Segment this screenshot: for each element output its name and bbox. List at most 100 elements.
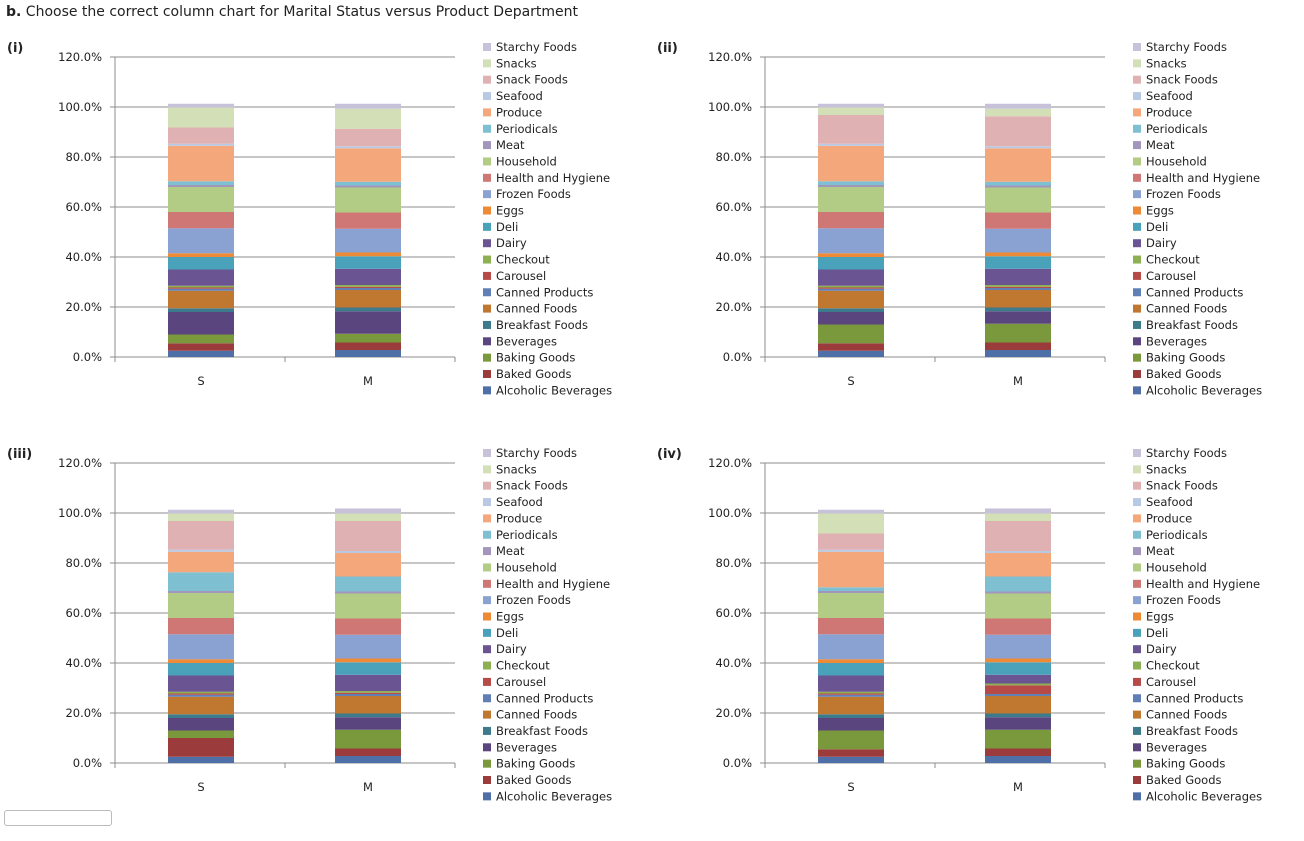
legend-swatch: [1133, 370, 1141, 378]
chart-option-iii[interactable]: (iii) 0.0% 20.0% 40.0% 60.0% 80.0% 100.0% 120.0…: [0, 436, 650, 841]
legend-label: Baking Goods: [496, 351, 575, 365]
bar-segment-beverages: [985, 717, 1051, 730]
y-tick-label: 20.0%: [715, 706, 752, 720]
legend-label: Checkout: [1146, 253, 1200, 267]
bar-segment-checkout: [335, 691, 401, 693]
bar-segment-canned-foods: [818, 696, 884, 715]
legend-swatch: [1133, 108, 1141, 117]
legend-label: Snack Foods: [496, 479, 568, 493]
bar-segment-periodicals: [335, 576, 401, 592]
legend-label: Produce: [1146, 511, 1192, 525]
legend-label: Eggs: [1146, 610, 1174, 624]
legend-swatch: [483, 353, 491, 362]
legend-swatch: [1133, 190, 1141, 199]
bar-segment-produce: [168, 145, 234, 182]
question-body: Choose the correct column chart for Mari…: [25, 4, 579, 20]
legend-label: Meat: [496, 138, 525, 152]
legend-swatch: [483, 173, 491, 182]
legend-label: Eggs: [1146, 204, 1174, 218]
y-tick-label: 100.0%: [58, 506, 102, 520]
legend-swatch: [483, 677, 491, 686]
chart-option-ii[interactable]: (ii) 0.0% 20.0% 40.0% 60.0% 80.0% 100.0% 120.0%…: [650, 30, 1300, 435]
legend-swatch: [483, 206, 491, 215]
chart-option-i[interactable]: (i) 0.0% 20.0% 40.0% 60.0% 80.0% 100.0% 120.0% S…: [0, 30, 650, 435]
legend-label: Health and Hygiene: [1146, 577, 1260, 591]
legend-label: Periodicals: [496, 528, 558, 542]
legend-swatch: [1133, 353, 1141, 362]
bar-segment-periodicals: [985, 576, 1051, 592]
bar-segment-snack-foods: [818, 533, 884, 550]
legend-label: Frozen Foods: [496, 593, 571, 607]
legend-swatch: [483, 108, 491, 117]
bar-segment-deli: [985, 256, 1051, 269]
y-tick-label: 100.0%: [58, 100, 102, 114]
legend-label: Breakfast Foods: [1146, 724, 1238, 738]
bar-segment-alcoholic-beverages: [335, 350, 401, 357]
chart-option-iv[interactable]: (iv) 0.0% 20.0% 40.0% 60.0% 80.0% 100.0% 120.0%…: [650, 436, 1300, 841]
legend-swatch: [483, 304, 491, 313]
legend-swatch: [1133, 514, 1141, 523]
chart-option-label: (iv): [657, 447, 682, 462]
y-tick-label: 100.0%: [708, 100, 752, 114]
legend-swatch: [483, 579, 491, 588]
bar-segment-carousel: [335, 286, 401, 288]
legend-label: Frozen Foods: [1146, 187, 1221, 201]
bar-segment-snacks: [818, 107, 884, 115]
legend-swatch: [1133, 563, 1141, 572]
legend-label: Starchy Foods: [496, 40, 577, 54]
legend-swatch: [483, 563, 491, 572]
bar-segment-breakfast-foods: [818, 308, 884, 312]
bar-segment-baking-goods: [818, 730, 884, 750]
legend-label: Frozen Foods: [496, 187, 571, 201]
legend-label: Health and Hygiene: [496, 577, 610, 591]
legend-swatch: [1133, 59, 1141, 68]
bar-segment-alcoholic-beverages: [335, 756, 401, 763]
bar-segment-eggs: [985, 252, 1051, 257]
bar-segment-breakfast-foods: [985, 713, 1051, 718]
bar-segment-health-and-hygiene: [985, 212, 1051, 229]
bar-segment-meat: [168, 591, 234, 593]
bar-segment-checkout: [985, 683, 1051, 686]
legend-label: Produce: [496, 511, 542, 525]
chart-svg: (ii) 0.0% 20.0% 40.0% 60.0% 80.0% 100.0% 120.0%…: [657, 40, 1262, 397]
bar-segment-starchy-foods: [818, 103, 884, 108]
answer-dropdown[interactable]: [4, 810, 112, 826]
legend-label: Beverages: [496, 334, 557, 348]
legend-swatch: [1133, 304, 1141, 313]
bar-segment-periodicals: [985, 181, 1051, 186]
x-category-label: M: [1013, 780, 1023, 794]
legend-swatch: [483, 596, 491, 605]
bar-segment-canned-products: [168, 694, 234, 697]
legend-swatch: [483, 694, 491, 703]
legend-swatch: [483, 370, 491, 378]
bar-segment-health-and-hygiene: [335, 212, 401, 229]
legend-swatch: [483, 449, 491, 457]
legend-label: Carousel: [496, 675, 546, 689]
legend-swatch: [1133, 612, 1141, 621]
bar-segment-household: [168, 593, 234, 618]
y-tick-label: 60.0%: [715, 606, 752, 620]
legend-swatch: [1133, 239, 1141, 248]
legend-label: Meat: [1146, 138, 1175, 152]
legend-swatch: [483, 465, 491, 474]
bar-segment-snacks: [335, 513, 401, 521]
bar-segment-snack-foods: [985, 521, 1051, 551]
legend-swatch: [483, 612, 491, 621]
question-prefix: b.: [6, 4, 22, 20]
y-tick-label: 80.0%: [715, 556, 752, 570]
legend-swatch: [483, 320, 491, 329]
bar-segment-breakfast-foods: [168, 714, 234, 718]
bar-segment-carousel: [335, 692, 401, 694]
bar-segment-alcoholic-beverages: [985, 350, 1051, 357]
bar-segment-eggs: [335, 252, 401, 257]
bar-segment-beverages: [335, 311, 401, 334]
bar-segment-canned-products: [335, 288, 401, 290]
bar-segment-starchy-foods: [335, 103, 401, 109]
bar-segment-eggs: [335, 658, 401, 663]
legend-label: Beverages: [1146, 334, 1207, 348]
legend-swatch: [1133, 386, 1141, 395]
legend-swatch: [1133, 710, 1141, 719]
legend-swatch: [1133, 206, 1141, 215]
legend-label: Eggs: [496, 204, 524, 218]
legend-label: Deli: [1146, 220, 1168, 234]
